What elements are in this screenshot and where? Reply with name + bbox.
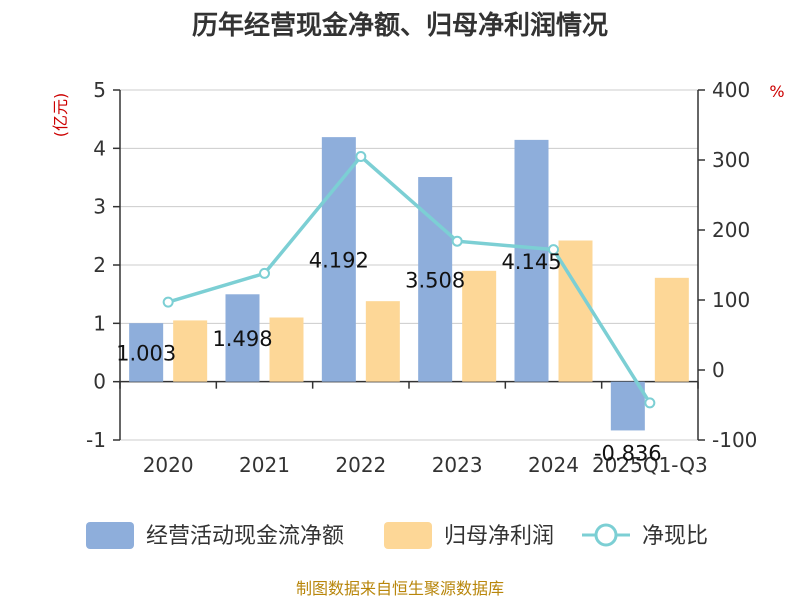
legend-label-cash-flow: 经营活动现金流净额 [146, 524, 344, 549]
x-tick-label: 2025Q1-Q3 [592, 453, 708, 477]
y-left-tick-label: 1 [93, 311, 106, 335]
bar-cash-flow [321, 137, 356, 382]
bar-net-profit [462, 270, 497, 382]
bar-cash-flow [610, 381, 645, 431]
x-tick-label: 2022 [335, 453, 386, 477]
y-left-tick-label: -1 [86, 428, 106, 452]
bar-net-profit [269, 317, 304, 382]
y-right-unit: % [769, 82, 784, 101]
bar-net-profit [558, 240, 593, 382]
x-tick-label: 2021 [239, 453, 290, 477]
ratio-point [259, 267, 270, 279]
bar-net-profit [365, 301, 400, 382]
y-right-tick-label: -100 [712, 428, 757, 452]
ratio-line-path [167, 153, 652, 404]
y-right-tick-label: 300 [712, 148, 750, 172]
y-left-tick-label: 2 [93, 253, 106, 277]
ratio-point [355, 151, 367, 162]
ratio-line [162, 151, 656, 409]
ratio-point [548, 244, 559, 256]
data-label-cash-flow: 3.508 [405, 268, 465, 292]
x-tick-label: 2020 [143, 453, 194, 477]
data-labels: 1.003 1.498 4.192 3.508 4.145 -0.836 [116, 248, 662, 465]
ratio-point [451, 235, 463, 247]
bars [129, 137, 689, 431]
y-right-tick-label: 0 [712, 358, 725, 382]
y-left-tick-label: 5 [93, 78, 106, 102]
bar-cash-flow [225, 294, 260, 382]
axes: -1 0 1 2 3 4 5 -100 0 100 200 300 400 2020 2021 2022 202… [86, 78, 757, 477]
y-left-unit: (亿元) [51, 93, 70, 138]
bar-cash-flow [514, 139, 549, 382]
data-label-cash-flow: 1.498 [212, 327, 272, 351]
y-right-tick-label: 100 [712, 288, 750, 312]
bar-cash-flow [129, 323, 164, 382]
legend-marker-ratio [594, 523, 618, 547]
legend: 经营活动现金流净额 归母净利润 净现比 [86, 522, 708, 549]
data-label-cash-flow: 1.003 [116, 341, 176, 365]
legend-label-net-profit: 归母净利润 [444, 524, 554, 549]
data-label-cash-flow: 4.145 [501, 250, 561, 274]
bar-net-profit [173, 320, 208, 382]
bar-net-profit [654, 277, 689, 382]
y-right-tick-label: 200 [712, 218, 750, 242]
ratio-point [162, 296, 174, 308]
x-tick-label: 2024 [528, 453, 579, 477]
y-left-tick-label: 0 [93, 370, 106, 394]
legend-label-ratio: 净现比 [642, 524, 708, 549]
ratio-point [644, 397, 656, 409]
data-label-cash-flow: -0.836 [594, 441, 662, 465]
y-left-tick-label: 4 [93, 136, 106, 160]
x-tick-label: 2023 [432, 453, 483, 477]
y-left-tick-label: 3 [93, 195, 106, 219]
legend-swatch-cash-flow [86, 522, 134, 549]
source-note: 制图数据来自恒生聚源数据库 [296, 579, 504, 598]
chart-title: 历年经营现金净额、归母净利润情况 [192, 10, 608, 41]
legend-swatch-net-profit [384, 522, 432, 549]
y-right-tick-label: 400 [712, 78, 750, 102]
data-label-cash-flow: 4.192 [309, 248, 369, 272]
